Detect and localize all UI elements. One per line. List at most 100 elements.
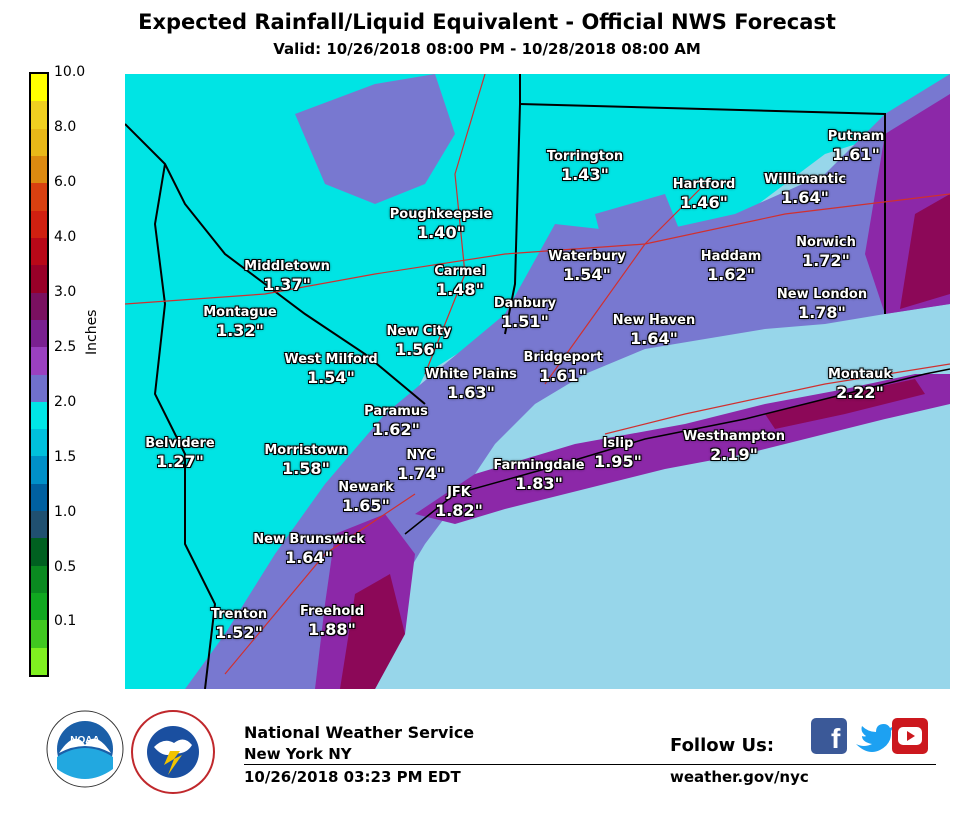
legend-tick-label: 3.0 <box>54 284 77 300</box>
city-rainfall-value: 1.40" <box>417 222 465 242</box>
city-forecast: Hartford 1.46" <box>673 177 736 212</box>
legend-swatch <box>31 511 47 539</box>
legend-swatch <box>31 265 47 294</box>
city-rainfall-value: 1.61" <box>832 144 880 164</box>
state-border-ny-nj <box>124 123 426 405</box>
city-forecast: Waterbury 1.54" <box>548 249 626 284</box>
rain-zone-vhigh-ne <box>900 194 950 309</box>
map-title: Expected Rainfall/Liquid Equivalent - Of… <box>138 10 836 34</box>
city-forecast: Middletown 1.37" <box>244 259 330 294</box>
city-rainfall-value: 1.48" <box>436 279 484 299</box>
city-forecast: Carmel 1.48" <box>434 264 486 299</box>
city-rainfall-value: 1.52" <box>215 622 263 642</box>
svg-text:NOAA: NOAA <box>70 735 99 746</box>
city-name: Carmel <box>434 264 486 279</box>
legend-tick-label: 6.0 <box>54 174 77 190</box>
legend-tick-label: 0.5 <box>54 559 77 575</box>
rain-zone-vhigh-li <box>765 379 925 429</box>
city-name: Bridgeport <box>523 350 603 365</box>
city-forecast: Poughkeepsie 1.40" <box>390 207 493 242</box>
city-rainfall-value: 2.22" <box>836 382 884 402</box>
city-name: Freehold <box>299 604 365 619</box>
city-forecast: New Haven 1.64" <box>613 313 695 348</box>
rainfall-map: Torrington 1.43" Putnam 1.61" Hartford 1.46" W… <box>124 73 951 690</box>
legend-swatch <box>31 74 47 102</box>
legend-swatch <box>31 483 47 512</box>
city-rainfall-value: 1.62" <box>372 419 420 439</box>
coastline <box>404 368 951 535</box>
city-rainfall-value: 1.27" <box>156 451 204 471</box>
legend-unit-label: Inches <box>84 309 100 355</box>
city-name: Putnam <box>827 129 885 144</box>
city-name: Willimantic <box>763 172 847 187</box>
city-name: Hartford <box>672 177 736 192</box>
city-rainfall-value: 1.56" <box>395 339 443 359</box>
city-forecast: Montague 1.32" <box>203 305 277 340</box>
legend-swatch <box>31 429 47 457</box>
legend-swatch <box>31 155 47 184</box>
map-canvas <box>124 73 951 690</box>
legend-swatch <box>31 128 47 157</box>
facebook-icon[interactable]: f <box>811 718 847 754</box>
city-forecast: Morristown 1.58" <box>264 443 347 478</box>
issued-time: 10/26/2018 03:23 PM EDT <box>244 768 461 786</box>
legend-tick-label: 10.0 <box>54 64 86 80</box>
city-forecast: Paramus 1.62" <box>364 404 428 439</box>
state-border-ct-ri <box>519 103 886 314</box>
city-rainfall-value: 1.74" <box>397 463 445 483</box>
twitter-icon[interactable] <box>852 718 894 754</box>
city-rainfall-value: 1.64" <box>285 547 333 567</box>
legend-tick-label: 1.5 <box>54 449 77 465</box>
city-name: Paramus <box>364 404 428 419</box>
city-name: Danbury <box>493 296 557 311</box>
city-forecast: New City 1.56" <box>387 324 452 359</box>
city-name: Middletown <box>244 259 330 274</box>
city-name: NYC <box>406 448 436 463</box>
city-rainfall-value: 1.46" <box>680 192 728 212</box>
city-forecast: Haddam 1.62" <box>701 249 762 284</box>
svg-text:f: f <box>831 723 841 754</box>
city-name: New Brunswick <box>253 532 365 547</box>
noaa-logo: NOAA <box>46 710 124 788</box>
nws-logo <box>131 710 215 794</box>
city-forecast: New Brunswick 1.64" <box>253 532 365 567</box>
city-name: Trenton <box>210 607 268 622</box>
legend-tick-label: 4.0 <box>54 229 77 245</box>
org-name: National Weather Service <box>244 723 475 742</box>
rain-zone-vhigh-sw <box>340 574 405 689</box>
legend-tick-label: 2.5 <box>54 339 77 355</box>
city-rainfall-value: 1.32" <box>216 320 264 340</box>
city-rainfall-value: 1.54" <box>307 367 355 387</box>
legend-tick-label: 8.0 <box>54 119 77 135</box>
legend-tick-label: 0.1 <box>54 613 77 629</box>
city-rainfall-value: 2.19" <box>710 444 758 464</box>
city-rainfall-value: 1.63" <box>447 382 495 402</box>
city-forecast: Torrington 1.43" <box>547 149 623 184</box>
city-forecast: Bridgeport 1.61" <box>523 350 602 385</box>
city-forecast: Newark 1.65" <box>338 480 394 515</box>
website-link[interactable]: weather.gov/nyc <box>670 768 809 786</box>
city-rainfall-value: 1.78" <box>798 302 846 322</box>
city-forecast: West Milford 1.54" <box>284 352 377 387</box>
city-forecast: Westhampton 2.19" <box>683 429 785 464</box>
city-forecast: Trenton 1.52" <box>211 607 267 642</box>
youtube-icon[interactable] <box>892 718 928 754</box>
legend-swatch <box>31 647 47 676</box>
city-name: Belvidere <box>145 436 215 451</box>
city-rainfall-value: 1.62" <box>707 264 755 284</box>
legend-swatch <box>31 456 47 485</box>
legend-swatch <box>31 347 47 375</box>
footer-divider <box>244 764 936 765</box>
city-forecast: Putnam 1.61" <box>828 129 885 164</box>
city-forecast: Montauk 2.22" <box>828 367 892 402</box>
legend-swatch <box>31 101 47 130</box>
city-rainfall-value: 1.64" <box>781 187 829 207</box>
city-rainfall-value: 1.43" <box>561 164 609 184</box>
city-name: Waterbury <box>548 249 626 264</box>
legend-swatch <box>31 593 47 621</box>
legend-swatch <box>31 210 47 239</box>
city-name: Poughkeepsie <box>389 207 493 222</box>
legend-swatch <box>31 401 47 430</box>
city-name: JFK <box>447 485 471 500</box>
city-forecast: Freehold 1.88" <box>300 604 364 639</box>
